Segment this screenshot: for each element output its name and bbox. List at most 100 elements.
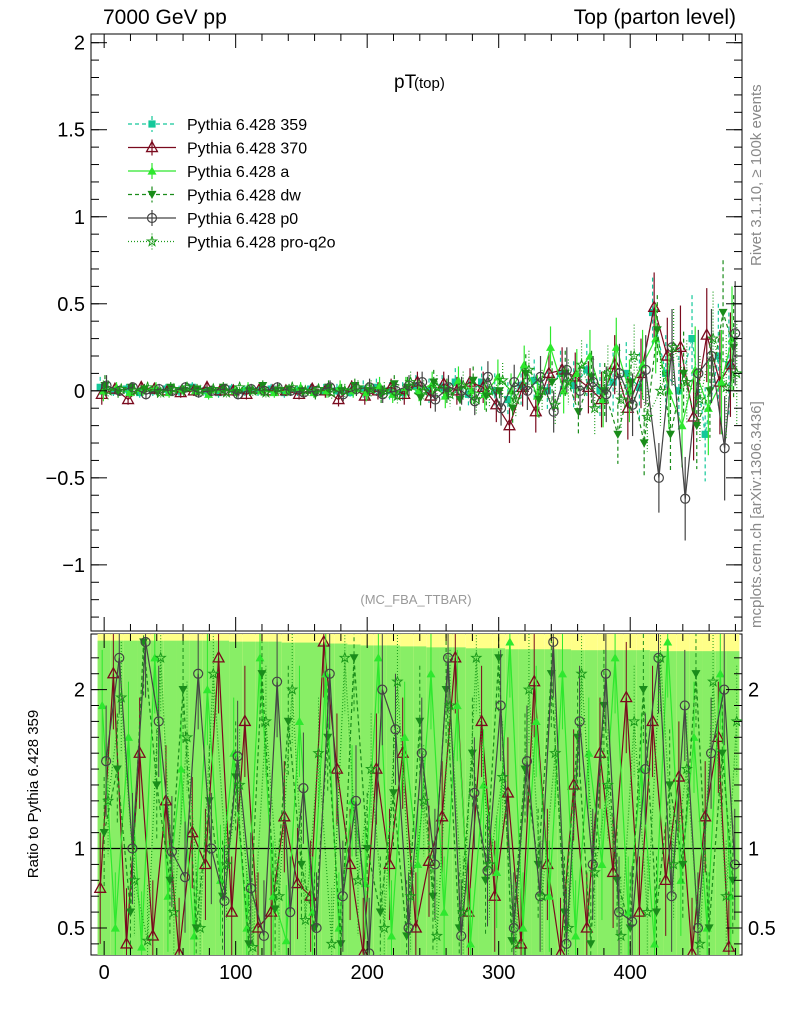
ratio-point	[387, 931, 397, 940]
data-point	[207, 382, 220, 395]
ratio-point	[606, 865, 620, 878]
xtick-label: 100	[219, 962, 252, 984]
ratio-point	[672, 769, 686, 782]
ratio-point	[219, 895, 230, 907]
ratio-point	[194, 921, 207, 934]
main-ytick-label: 0	[74, 381, 85, 403]
ratio-point	[350, 795, 362, 806]
data-point	[529, 404, 543, 417]
ratio-point	[495, 700, 506, 711]
ratio-series-line	[107, 657, 738, 948]
legend-marker	[146, 212, 158, 224]
data-point	[714, 352, 722, 360]
data-point	[502, 418, 516, 431]
data-point	[390, 385, 401, 396]
ratio-point	[358, 946, 369, 955]
xtick-label: 0	[99, 962, 110, 984]
data-point	[574, 385, 586, 396]
data-point	[468, 376, 478, 385]
ratio-point	[666, 891, 677, 902]
data-point	[483, 384, 496, 397]
ratio-point	[377, 684, 388, 695]
data-point	[496, 373, 509, 386]
ratio-point	[258, 930, 270, 942]
data-point	[600, 387, 610, 396]
ratio-point	[396, 745, 410, 758]
data-point	[613, 430, 623, 439]
data-point	[543, 387, 551, 395]
data-point	[519, 360, 529, 369]
legend-label: Pythia 6.428 359	[187, 117, 307, 134]
header-right: Top (parton level)	[573, 6, 736, 29]
ratio-point	[128, 873, 141, 886]
ratio-point	[325, 937, 338, 950]
data-point	[572, 368, 582, 378]
ratio-band-inner	[426, 647, 440, 955]
ratio-band-inner	[413, 646, 427, 955]
ratio-point	[549, 746, 562, 759]
data-point	[359, 385, 367, 393]
ratio-point	[323, 733, 333, 742]
ratio-point	[277, 809, 291, 822]
xtick-label: 200	[350, 962, 383, 984]
data-point	[167, 382, 180, 395]
ratio-point	[146, 928, 160, 941]
ratio-point	[479, 780, 489, 789]
data-point	[467, 386, 477, 395]
ratio-band-inner	[597, 650, 611, 955]
ratio-point	[717, 749, 727, 758]
ratio-point	[698, 809, 712, 822]
ratio-point	[574, 716, 585, 727]
ratio-point	[443, 699, 457, 711]
data-point	[96, 383, 104, 391]
data-point	[725, 361, 733, 369]
data-point	[457, 379, 470, 391]
ratio-point	[527, 674, 541, 687]
ratio-point	[272, 889, 286, 902]
data-point	[246, 384, 259, 397]
data-point	[601, 389, 612, 400]
data-point	[114, 385, 125, 396]
ratio-point	[442, 652, 454, 663]
legend-label: Pythia 6.428 p0	[187, 211, 298, 228]
data-point	[588, 401, 601, 414]
plot-title-main: pT	[394, 72, 417, 93]
ratio-point	[373, 653, 383, 662]
ratio-point	[416, 748, 427, 759]
ratio-point	[174, 946, 184, 955]
data-point	[720, 380, 733, 393]
data-point	[570, 381, 578, 390]
ratio-point	[101, 756, 112, 767]
ratio-point	[730, 715, 742, 727]
data-point	[730, 328, 741, 339]
ratio-point	[465, 939, 475, 948]
ratio-point	[125, 908, 135, 917]
legend-item: Pythia 6.428 p0	[128, 210, 298, 228]
data-point	[286, 380, 299, 393]
ratio-point	[514, 936, 528, 949]
data-point	[494, 387, 504, 396]
data-point	[719, 443, 730, 454]
data-point	[351, 380, 365, 393]
ratio-point	[469, 787, 480, 799]
ratio-point	[294, 716, 304, 726]
ratio-point	[496, 770, 509, 783]
ratio-point	[298, 783, 309, 794]
ratio-ylabel: Ratio to Pythia 6.428 359	[25, 710, 42, 878]
ratio-point	[435, 809, 449, 822]
ratio-point	[586, 940, 596, 949]
ratio-point	[720, 889, 733, 902]
data-point	[692, 422, 702, 431]
ratio-point	[202, 685, 212, 694]
ratio-point	[150, 653, 160, 662]
data-point	[546, 342, 556, 351]
ratio-point	[557, 669, 567, 678]
ratio-point	[715, 669, 725, 678]
data-point	[429, 378, 439, 387]
ratio-point	[492, 867, 502, 876]
ratio-point	[587, 859, 598, 870]
data-point	[598, 395, 608, 404]
ratio-point	[531, 716, 541, 726]
ratio-point	[548, 636, 559, 648]
ratio-point	[711, 730, 725, 742]
